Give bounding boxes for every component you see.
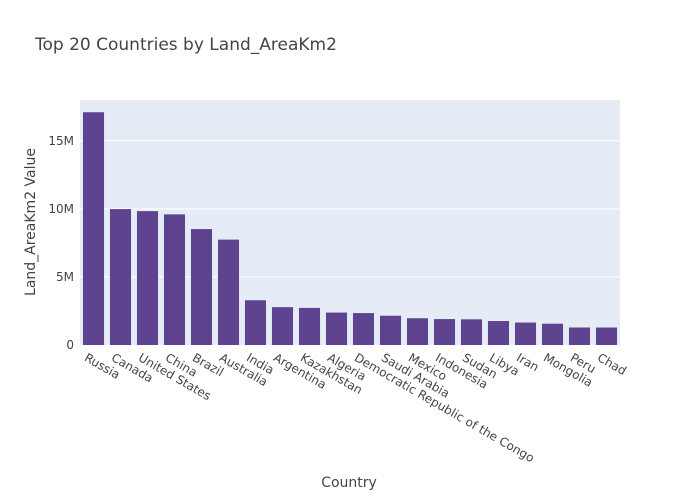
bar <box>109 209 132 345</box>
bar <box>406 318 429 345</box>
bar <box>244 300 267 345</box>
bar <box>568 327 591 345</box>
bar <box>136 211 159 345</box>
bar <box>163 214 186 345</box>
y-axis-ticks: 0 5M 10M 15M <box>48 134 74 352</box>
bar <box>298 307 321 345</box>
x-tick-label: Chad <box>595 350 629 378</box>
bar <box>190 229 213 345</box>
bars <box>82 112 618 346</box>
bar <box>352 313 375 345</box>
bar <box>433 319 456 345</box>
y-tick-label: 15M <box>48 134 74 148</box>
plot-area <box>80 100 620 345</box>
bar <box>487 321 510 345</box>
bar <box>271 307 294 345</box>
bar <box>217 239 240 345</box>
y-tick-label: 10M <box>48 202 74 216</box>
bar <box>541 323 564 345</box>
y-axis-title: Land_AreaKm2 Value <box>23 148 39 296</box>
bar <box>460 319 483 345</box>
bar <box>379 315 402 345</box>
bar <box>82 112 105 346</box>
bar <box>514 322 537 345</box>
y-tick-label: 5M <box>56 270 74 284</box>
bar <box>595 327 618 345</box>
x-axis-title: Country <box>321 475 377 491</box>
chart-title: Top 20 Countries by Land_AreaKm2 <box>34 35 337 55</box>
bar <box>325 312 348 345</box>
y-tick-label: 0 <box>66 338 74 352</box>
